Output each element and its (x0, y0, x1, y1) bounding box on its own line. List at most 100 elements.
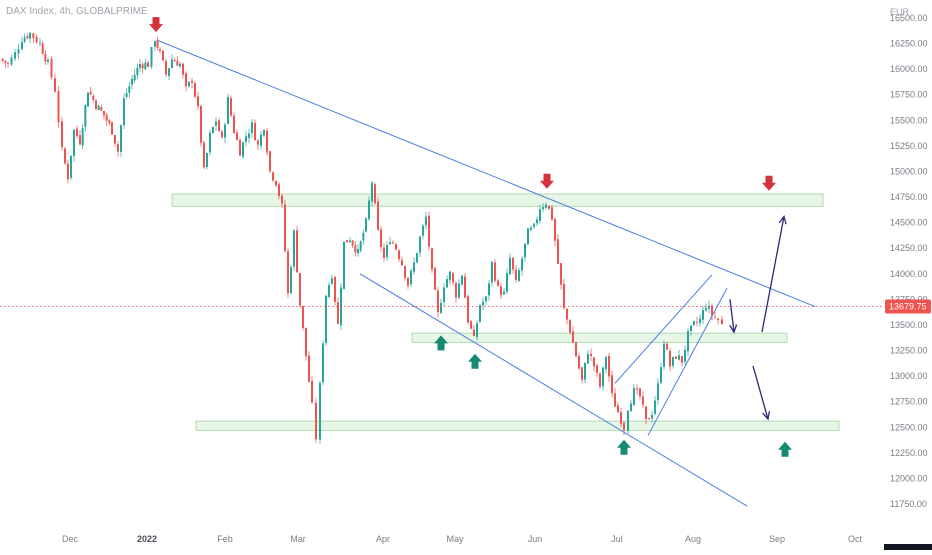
candle-body-86 (254, 122, 256, 141)
candle-body-53 (156, 40, 159, 48)
candle-body-3 (10, 57, 13, 65)
candle-body-155 (461, 275, 463, 285)
candle-body-32 (97, 105, 100, 111)
candle-body-99 (293, 230, 295, 267)
price-series (1, 32, 723, 445)
candle-body-210 (627, 410, 629, 431)
candle-222 (663, 340, 665, 370)
candle-body-87 (257, 140, 259, 145)
candle-body-215 (642, 396, 644, 405)
candle-body-156 (464, 276, 466, 298)
y-tick-label-15: 12750.00 (890, 397, 928, 407)
candle-32 (97, 104, 100, 111)
candle-234 (699, 314, 701, 327)
candle-body-44 (131, 78, 133, 85)
x-tick-label-8: Aug (685, 534, 701, 544)
candle-body-58 (171, 59, 173, 68)
red-down-arrow-1 (540, 173, 554, 189)
candle-body-196 (584, 362, 586, 380)
candle-body-111 (331, 278, 333, 284)
candle-30 (92, 94, 95, 103)
candle-44 (131, 75, 133, 90)
candle-173 (515, 265, 517, 283)
y-tick-label-4: 15500.00 (890, 115, 928, 125)
candle-body-100 (296, 230, 298, 273)
candle-137 (407, 277, 409, 289)
candle-body-230 (687, 330, 689, 352)
green-up-arrow-1 (468, 353, 482, 369)
candle-34 (103, 110, 105, 120)
candle-body-174 (518, 270, 520, 281)
candle-body-46 (136, 67, 139, 76)
candle-body-15 (47, 59, 49, 62)
candle-body-237 (708, 305, 710, 309)
candle-body-160 (476, 323, 478, 338)
y-tick-label-14: 13000.00 (890, 371, 928, 381)
candle-body-115 (343, 241, 345, 289)
candle-body-103 (305, 327, 307, 357)
chart-title: DAX Index, 4h, GLOBALPRIME (6, 6, 148, 17)
candle-76 (224, 122, 226, 144)
candle-64 (188, 81, 190, 88)
candle-204 (608, 352, 610, 382)
candle-112 (334, 275, 336, 306)
candle-55 (162, 50, 164, 62)
candle-113 (337, 297, 339, 325)
candle-188 (560, 262, 562, 290)
candle-body-45 (133, 74, 136, 81)
candle-19 (61, 117, 63, 151)
candle-91 (269, 150, 271, 174)
candle-body-168 (500, 286, 502, 296)
candle-body-73 (215, 121, 217, 126)
candle-body-97 (287, 251, 289, 294)
candle-body-211 (630, 403, 632, 412)
projection-head-1 (778, 215, 787, 225)
candle-125 (371, 180, 373, 207)
candle-body-118 (351, 240, 354, 246)
candle-body-126 (374, 184, 376, 204)
candle-195 (581, 366, 583, 384)
candle-123 (365, 217, 367, 233)
candle-body-185 (551, 207, 553, 220)
candle-161 (479, 304, 481, 323)
candle-65 (191, 77, 193, 89)
candle-39 (117, 141, 119, 157)
candle-176 (524, 243, 526, 262)
candle-47 (139, 59, 141, 72)
candle-36 (108, 118, 111, 126)
candle-body-30 (92, 95, 95, 100)
candle-196 (584, 362, 586, 384)
candle-177 (527, 227, 529, 245)
candle-9 (29, 32, 31, 43)
candle-227 (678, 349, 680, 361)
candle-body-116 (346, 240, 348, 243)
candle-body-221 (660, 367, 662, 383)
candle-body-119 (354, 245, 357, 253)
candle-93 (275, 180, 277, 188)
candle-191 (569, 318, 571, 335)
candle-201 (599, 372, 601, 390)
candle-body-94 (278, 184, 280, 197)
candle-147 (437, 286, 439, 318)
y-tick-label-16: 12500.00 (890, 422, 928, 432)
candle-22 (70, 155, 72, 180)
candle-205 (611, 370, 613, 398)
candle-body-63 (185, 73, 187, 87)
candle-body-106 (315, 402, 317, 440)
candle-body-107 (319, 382, 321, 440)
candle-235 (702, 305, 704, 325)
candle-0 (1, 58, 4, 63)
candle-body-70 (206, 153, 208, 168)
x-axis[interactable]: Dec 2022 Feb Mar Apr May Jun Jul Aug Sep Oct (62, 534, 932, 550)
candle-body-188 (560, 263, 562, 285)
candle-14 (44, 50, 47, 66)
candle-body-33 (100, 106, 103, 111)
candle-body-143 (425, 216, 427, 226)
candle-120 (357, 244, 359, 257)
candle-77 (227, 93, 229, 125)
candle-68 (200, 105, 202, 147)
candle-body-130 (386, 245, 388, 258)
y-tick-label-6: 15000.00 (890, 166, 928, 176)
